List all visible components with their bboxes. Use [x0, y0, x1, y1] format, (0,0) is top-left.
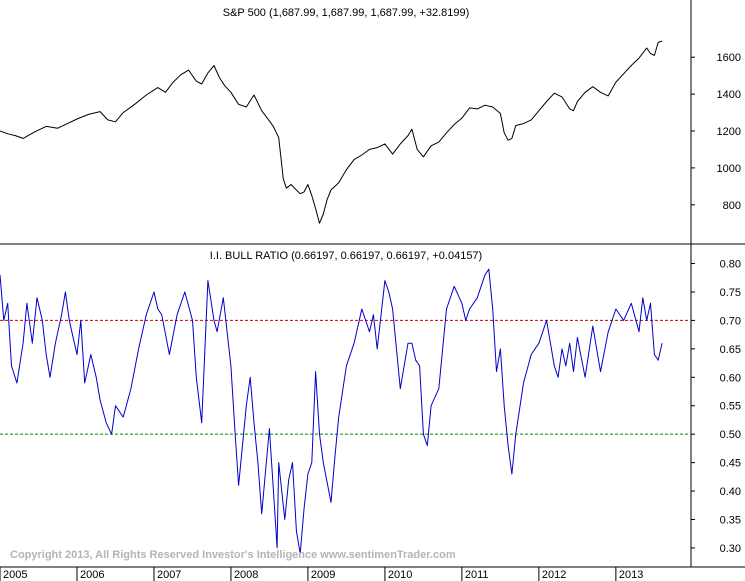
bull-ratio-y-tick-label: 0.70	[720, 315, 741, 327]
bull-ratio-y-tick-label: 0.30	[720, 543, 741, 555]
bull-ratio-y-tick-label: 0.75	[720, 287, 741, 299]
sp500-panel: S&P 500 (1,687.99, 1,687.99, 1,687.99, +…	[0, 7, 741, 224]
bull-ratio-y-tick-label: 0.40	[720, 486, 741, 498]
x-tick-label: 2010	[388, 569, 412, 581]
x-tick-label: 2011	[465, 569, 489, 581]
bull-ratio-y-tick-label: 0.35	[720, 514, 741, 526]
x-tick-label: 2007	[157, 569, 181, 581]
bull-ratio-y-tick-label: 0.80	[720, 259, 741, 271]
sp500-y-tick-label: 800	[723, 200, 741, 212]
bull-ratio-panel: I.I. BULL RATIO (0.66197, 0.66197, 0.661…	[0, 250, 741, 561]
bull-ratio-title: I.I. BULL RATIO (0.66197, 0.66197, 0.661…	[210, 250, 482, 262]
sp500-y-axis: 800 1000 1200 1400 1600	[691, 52, 741, 212]
x-axis: 2005 2006 2007 2008 2009 2010 2011 2012 2013	[0, 567, 643, 581]
sp500-series	[0, 40, 663, 224]
bull-ratio-y-tick-label: 0.65	[720, 344, 741, 356]
sp500-y-tick-label: 1600	[717, 52, 741, 64]
bull-ratio-y-axis: 0.30 0.35 0.40 0.45 0.50 0.55 0.60 0.65 0.70 0.75…	[691, 259, 741, 555]
x-tick-label: 2009	[311, 569, 335, 581]
bull-ratio-y-tick-label: 0.60	[720, 372, 741, 384]
sp500-y-tick-label: 1200	[717, 126, 741, 138]
bull-ratio-y-tick-label: 0.50	[720, 429, 741, 441]
x-tick-label: 2005	[3, 569, 27, 581]
x-tick-label: 2013	[619, 569, 643, 581]
bull-ratio-series-line	[0, 268, 663, 555]
bull-ratio-series	[0, 268, 663, 555]
x-tick-label: 2012	[542, 569, 566, 581]
copyright-text: Copyright 2013, All Rights Reserved Inve…	[10, 549, 456, 561]
sp500-series-line	[0, 40, 663, 224]
x-tick-label: 2008	[234, 569, 258, 581]
bull-ratio-y-tick-label: 0.45	[720, 458, 741, 470]
sp500-title: S&P 500 (1,687.99, 1,687.99, 1,687.99, +…	[223, 7, 470, 19]
bull-ratio-y-tick-label: 0.55	[720, 401, 741, 413]
x-tick-label: 2006	[80, 569, 104, 581]
sp500-y-tick-label: 1000	[717, 163, 741, 175]
sp500-y-tick-label: 1400	[717, 89, 741, 101]
